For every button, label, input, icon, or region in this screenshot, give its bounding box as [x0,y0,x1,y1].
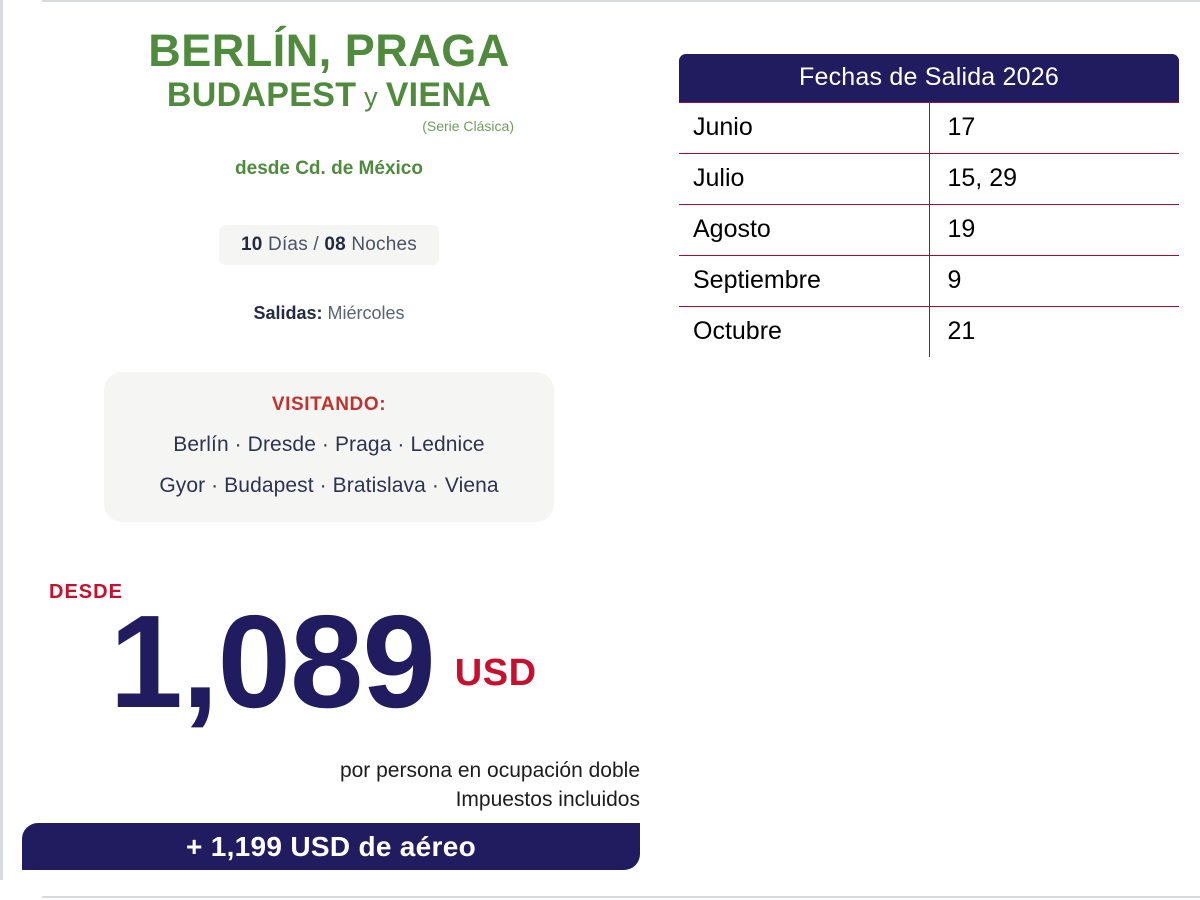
page-title-secondary: BUDAPEST y VIENA [18,76,640,115]
departure-dates-table: Fechas de Salida 2026 Junio 17 Julio 15,… [676,51,1182,360]
table-cell-days: 17 [928,102,1179,154]
duration-days-number: 10 [241,233,263,255]
table-title: Fechas de Salida 2026 [679,54,1179,103]
price-amount: 1,089 [109,588,435,735]
price-note-taxes: Impuestos incluidos [455,788,640,812]
table-cell-month: Agosto [679,204,930,256]
table-cell-days: 19 [928,204,1179,256]
price-row: 1,089 USD [0,596,646,728]
airfare-banner: + 1,199 USD de aéreo [22,823,640,870]
price-from-label: DESDE [49,581,123,603]
price-currency: USD [454,652,537,694]
duration-badge: 10 Días / 08 Noches [219,224,439,265]
price-fineprint: por persona en ocupación doble Impuestos… [0,756,650,815]
offer-details-column: BERLÍN, PRAGA BUDAPEST y VIENA (Serie Cl… [18,28,640,522]
page-border-left [0,0,3,880]
departure-city: desde Cd. de México [235,157,423,179]
table-row: Octubre 21 [679,306,1179,357]
table-cell-month: Junio [679,102,930,154]
title-viena: VIENA [385,75,492,114]
departures-info: Salidas: Miércoles [18,303,640,324]
visiting-cities-line-1: Berlín · Dresde · Praga · Lednice [173,432,485,456]
series-note: (Serie Clásica) [422,117,514,134]
duration-nights-label: Noches [345,233,417,255]
page-border-bottom [42,896,1200,898]
title-budapest: BUDAPEST [166,75,357,114]
visiting-box: VISITANDO: Berlín · Dresde · Praga · Led… [104,371,554,522]
visiting-cities-line-2: Gyor · Budapest · Bratislava · Viena [159,473,499,497]
duration-wrapper: 10 Días / 08 Noches [18,224,640,265]
table-header-row: Fechas de Salida 2026 [679,54,1179,103]
table-cell-days: 9 [928,255,1179,307]
page-title-primary: BERLÍN, PRAGA [148,25,510,76]
duration-days-label: Días / [262,233,325,255]
table-row: Septiembre 9 [679,255,1179,307]
table-cell-days: 21 [928,306,1179,357]
page-border-top [42,0,1200,2]
price-note-occupancy: por persona en ocupación doble [339,759,640,782]
departures-label: Salidas: [253,302,323,323]
table-row: Agosto 19 [679,204,1179,256]
table-row: Junio 17 [679,102,1179,154]
title-conjunction: y [356,81,386,112]
table-cell-month: Octubre [679,306,930,357]
departures-value: Miércoles [322,302,405,323]
table-cell-month: Julio [679,153,930,205]
table-cell-days: 15, 29 [928,153,1179,205]
visiting-heading: VISITANDO: [271,393,387,415]
table-cell-month: Septiembre [679,255,930,307]
table-body: Junio 17 Julio 15, 29 Agosto 19 Septiemb… [679,102,1179,357]
table-row: Julio 15, 29 [679,153,1179,205]
duration-nights-number: 08 [324,233,346,255]
